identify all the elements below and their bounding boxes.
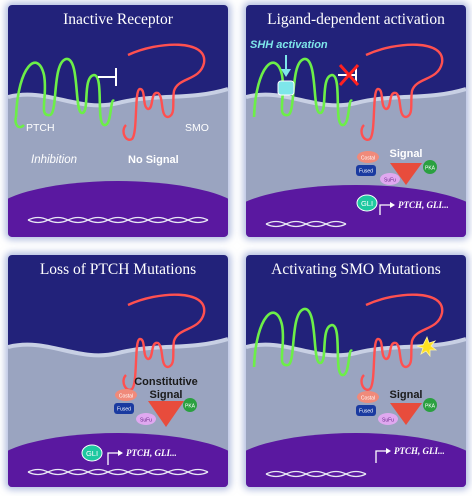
pka-label: PKA [185, 404, 196, 410]
panel-inactive-receptor: Inactive Receptor PTCH SMO Inhibition No… [8, 5, 228, 237]
smo-receptor [360, 43, 444, 141]
fused-label: Fused [359, 169, 373, 175]
ptch-label: PTCH [26, 122, 55, 134]
sufu-label: SuFu [140, 418, 152, 424]
cell-membrane [8, 87, 228, 108]
costal-label: Costal [361, 156, 375, 162]
transcription-arrow-head [386, 448, 391, 454]
panel-title: Inactive Receptor [63, 11, 174, 28]
costal-protein [115, 389, 137, 401]
cell-membrane [8, 337, 228, 358]
no-signal-label: No Signal [128, 154, 179, 166]
sufu-label: SuFu [382, 418, 394, 424]
signal-label: Signal [389, 148, 422, 160]
gli-label: GLI [86, 449, 98, 458]
signal-arrow-icon [390, 163, 422, 185]
ptch-tail [14, 116, 25, 129]
sufu-protein [380, 173, 400, 185]
signal-arrow-icon [390, 403, 422, 425]
signal-label: Signal [389, 389, 422, 401]
fused-protein [356, 405, 376, 416]
target-genes-label: PTCH, GLI... [394, 446, 445, 456]
inhibition-label: Inhibition [31, 154, 77, 166]
panel-activating-smo: Activating SMO Mutations Signal Costal F… [246, 255, 466, 487]
pka-protein [183, 398, 197, 412]
pka-protein [423, 398, 437, 412]
fused-protein [114, 403, 134, 414]
smo-receptor [122, 293, 206, 391]
fused-label: Fused [117, 407, 131, 413]
fused-label: Fused [359, 409, 373, 415]
transcription-arrow [379, 204, 390, 215]
blocked-x-icon [338, 63, 360, 87]
smo-receptor [122, 43, 206, 141]
shh-activation-label: SHH activation [250, 39, 328, 51]
gli-factor [81, 444, 103, 462]
target-genes-label: PTCH, GLI... [126, 448, 177, 458]
panel-loss-of-ptch: Loss of PTCH Mutations Constitutive Sign… [8, 255, 228, 487]
dna-strand [27, 468, 209, 476]
ptch-receptor [252, 307, 354, 377]
gli-label: GLI [361, 199, 373, 208]
nucleus [246, 185, 466, 237]
costal-protein [357, 151, 379, 163]
cell-membrane [246, 87, 466, 108]
nucleus [8, 181, 228, 237]
transcription-arrow-head [118, 450, 123, 456]
target-genes-label: PTCH, GLI... [398, 200, 449, 210]
nucleus [246, 433, 466, 487]
dna-strand [265, 470, 367, 478]
transcription-arrow [107, 452, 118, 465]
sufu-label: SuFu [384, 178, 396, 184]
ptch-receptor [252, 57, 354, 127]
dna-strand [27, 216, 209, 224]
shh-ligand [277, 80, 295, 96]
panel-title: Loss of PTCH Mutations [40, 261, 196, 278]
transcription-arrow [375, 450, 386, 463]
sufu-protein [378, 413, 398, 425]
pka-label: PKA [425, 166, 436, 172]
costal-label: Costal [361, 396, 375, 402]
dna-strand [27, 468, 209, 476]
constitutive-label: Constitutive [134, 376, 198, 388]
ligand-arrow-head [281, 69, 291, 77]
gli-factor [356, 194, 378, 212]
costal-protein [357, 391, 379, 403]
costal-label: Costal [119, 394, 133, 400]
pka-label: PKA [425, 404, 436, 410]
dna-strand [27, 216, 209, 224]
nucleus [8, 433, 228, 487]
signal-label: Signal [149, 389, 182, 401]
transcription-arrow-head [390, 202, 395, 208]
ptch-receptor [14, 57, 116, 127]
smo-receptor [360, 293, 444, 391]
dna-strand [265, 470, 367, 478]
sufu-protein [136, 413, 156, 425]
panel-title: Ligand-dependent activation [267, 11, 445, 28]
smo-label: SMO [185, 122, 209, 134]
panel-ligand-dependent-activation: Ligand-dependent activation SHH activati… [246, 5, 466, 237]
panel-title: Activating SMO Mutations [271, 261, 441, 278]
pka-protein [423, 160, 437, 174]
signal-arrow-icon [148, 401, 184, 427]
fused-protein [356, 165, 376, 176]
mutation-burst-icon [416, 335, 438, 358]
dna-strand [265, 220, 347, 228]
